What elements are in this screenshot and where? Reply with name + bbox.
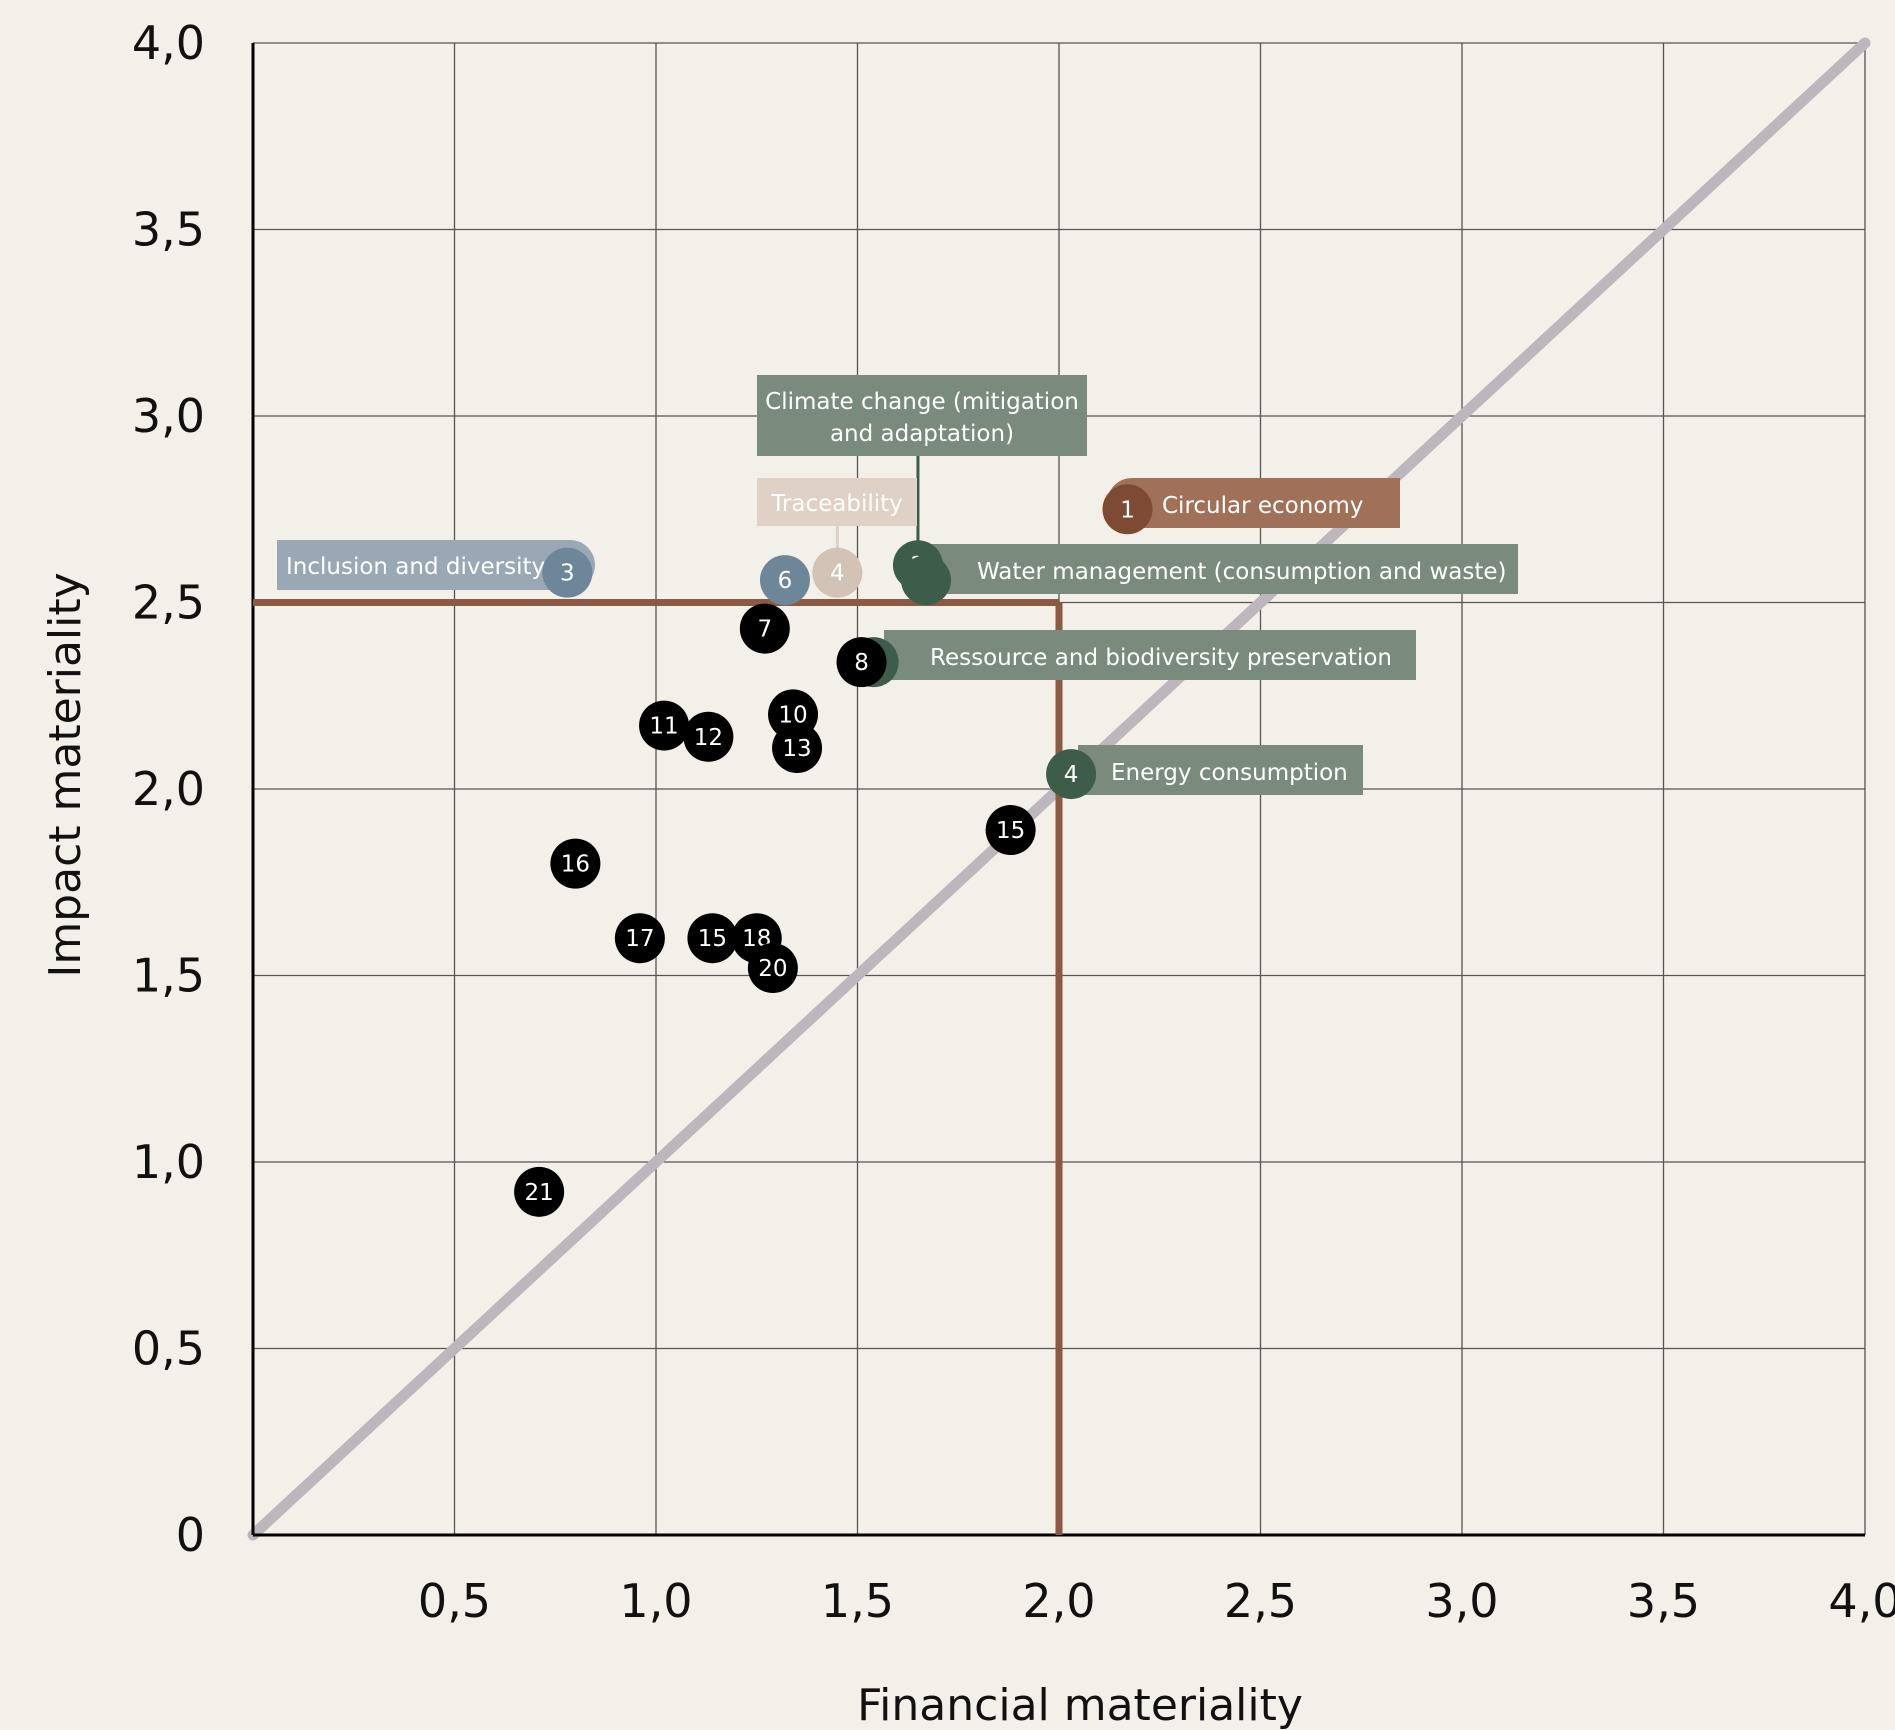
data-point-number: 17 [625, 926, 654, 952]
data-point-number: 13 [782, 736, 811, 762]
data-point-number: 8 [854, 650, 869, 676]
x-tick-label: 1,0 [619, 1574, 692, 1628]
data-point [614, 913, 665, 964]
highlight-point [901, 555, 952, 606]
data-point-number: 11 [649, 714, 678, 740]
callout-box-climate-change [757, 375, 1087, 456]
highlight-point [812, 547, 863, 598]
data-point [739, 603, 790, 654]
highlight-point-number: 1 [1120, 497, 1135, 523]
y-tick-label: 1,5 [132, 949, 205, 1003]
data-point-number: 20 [758, 956, 787, 982]
callout-labels: Climate change (mitigation and adaptation… [277, 375, 1518, 795]
callout-box-ressource [884, 630, 1416, 680]
x-tick-label: 0,5 [418, 1574, 491, 1628]
highlight-point [1102, 484, 1153, 535]
tick-labels: 0,5 1,0 1,5 2,0 2,5 3,0 3,5 4,0 0 0,5 1,0 1,5 2,0 2,5… [132, 16, 1895, 1628]
highlight-point [542, 547, 593, 598]
y-axis-title: Impact materiality [40, 572, 91, 977]
data-point-number: 21 [524, 1180, 553, 1206]
callout-box-water-management [930, 544, 1518, 594]
x-tick-label: 3,0 [1425, 1574, 1498, 1628]
data-point [836, 637, 887, 688]
data-points: 123464781011121315161715182021 [514, 484, 1153, 1217]
data-point [683, 711, 734, 762]
y-tick-label: 3,0 [132, 389, 205, 443]
x-tick-label: 1,5 [821, 1574, 894, 1628]
data-point-number: 7 [757, 617, 772, 643]
callout-label-traceability: Traceability [770, 491, 903, 517]
callout-label-climate-change: and adaptation) [830, 421, 1014, 447]
callout-label-water-management: Water management (consumption and waste) [977, 559, 1507, 585]
data-point [985, 805, 1036, 856]
highlight-point-number: 3 [560, 561, 575, 587]
data-point-number: 16 [561, 852, 590, 878]
data-point [687, 913, 738, 964]
highlight-point [759, 555, 810, 606]
data-point [639, 700, 690, 751]
data-point-number: 12 [694, 725, 723, 751]
y-tick-label: 2,5 [132, 576, 205, 630]
callout-label-ressource: Ressource and biodiversity preservation [930, 645, 1392, 671]
callout-box-energy [1078, 745, 1363, 795]
highlight-point-number: 4 [1064, 762, 1079, 788]
callout-label-energy: Energy consumption [1111, 760, 1348, 786]
y-tick-label: 3,5 [132, 203, 205, 257]
x-tick-label: 4,0 [1828, 1574, 1895, 1628]
y-tick-label: 0,5 [132, 1322, 205, 1376]
data-point [772, 722, 823, 773]
y-tick-label: 0 [176, 1508, 205, 1562]
callout-label-inclusion: Inclusion and diversity [286, 554, 545, 580]
highlight-point-number: 4 [830, 561, 845, 587]
callout-box-inclusion [277, 540, 595, 590]
highlight-point-number: 6 [778, 568, 793, 594]
callout-box-traceability [757, 478, 917, 526]
data-point-number: 15 [698, 926, 727, 952]
callout-box-circular-economy [1107, 478, 1400, 528]
y-tick-label: 4,0 [132, 16, 205, 70]
y-tick-label: 1,0 [132, 1135, 205, 1189]
y-tick-label: 2,0 [132, 762, 205, 816]
x-tick-label: 2,0 [1022, 1574, 1095, 1628]
callout-label-circular-economy: Circular economy [1162, 493, 1363, 519]
data-point [550, 838, 601, 889]
highlight-point [1046, 749, 1097, 800]
data-point [747, 943, 798, 994]
data-point [514, 1166, 565, 1217]
x-axis-title: Financial materiality [857, 1680, 1303, 1730]
callout-label-climate-change: Climate change (mitigation [765, 389, 1079, 415]
x-tick-label: 3,5 [1627, 1574, 1700, 1628]
data-point-number: 15 [996, 818, 1025, 844]
x-tick-label: 2,5 [1224, 1574, 1297, 1628]
